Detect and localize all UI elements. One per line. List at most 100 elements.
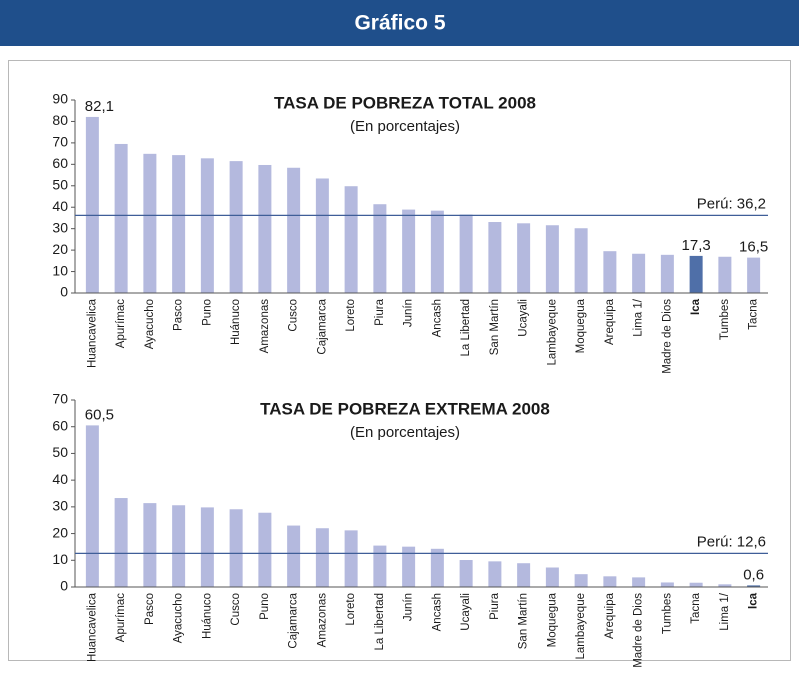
value-label: 17,3 xyxy=(682,237,711,254)
y-tick-label: 40 xyxy=(52,198,68,214)
chart-title: TASA DE POBREZA EXTREMA 2008 xyxy=(260,399,550,418)
chart-subtitle: (En porcentajes) xyxy=(350,118,460,135)
x-tick-label: San Martín xyxy=(489,299,501,355)
value-label: 82,1 xyxy=(85,98,114,115)
y-tick-label: 80 xyxy=(52,112,68,128)
x-tick-label: Loreto xyxy=(345,593,357,626)
x-tick-label: Pasco xyxy=(144,593,156,625)
bar xyxy=(747,257,761,293)
bar xyxy=(402,546,416,587)
y-tick-label: 50 xyxy=(52,444,68,460)
header-title: Gráfico 5 xyxy=(354,12,445,35)
bar xyxy=(315,528,329,587)
x-tick-label: Cajamarca xyxy=(316,298,328,354)
y-tick-label: 10 xyxy=(52,262,68,278)
bar xyxy=(718,256,732,293)
bar xyxy=(200,158,214,293)
x-tick-label: Loreto xyxy=(345,299,357,332)
x-tick-label: Madre de Dios xyxy=(661,299,673,374)
y-tick-label: 0 xyxy=(60,578,68,594)
bar xyxy=(229,509,243,587)
bar xyxy=(373,204,387,293)
bar xyxy=(172,505,186,587)
y-tick-label: 10 xyxy=(52,551,68,567)
bar xyxy=(85,425,99,587)
bar xyxy=(344,530,358,587)
bar xyxy=(603,251,617,293)
x-tick-label: Ica xyxy=(748,592,760,609)
bar xyxy=(143,153,157,293)
x-tick-label: Ayacucho xyxy=(173,593,185,643)
x-tick-label: Moquegua xyxy=(575,298,587,353)
bar xyxy=(574,228,588,293)
x-tick-label: Ucayali xyxy=(460,593,472,631)
x-tick-label: Piura xyxy=(489,592,501,619)
bar xyxy=(574,574,588,587)
bar xyxy=(287,167,301,293)
bar xyxy=(287,525,301,587)
y-tick-label: 40 xyxy=(52,471,68,487)
y-tick-label: 70 xyxy=(52,391,68,407)
y-tick-label: 60 xyxy=(52,155,68,171)
bar xyxy=(545,567,559,587)
x-tick-label: Piura xyxy=(374,298,386,325)
bar xyxy=(660,254,674,293)
bar xyxy=(258,164,272,293)
chart-title: TASA DE POBREZA TOTAL 2008 xyxy=(274,93,536,112)
bar xyxy=(344,186,358,293)
x-tick-label: Ica xyxy=(690,298,702,315)
bar xyxy=(373,545,387,587)
y-tick-label: 0 xyxy=(60,284,68,300)
y-tick-label: 50 xyxy=(52,176,68,192)
x-tick-label: Junín xyxy=(403,299,415,327)
reference-label: Perú: 36,2 xyxy=(697,195,766,212)
x-tick-label: Madre de Dios xyxy=(633,593,645,668)
x-tick-label: Lambayeque xyxy=(546,299,558,366)
bar xyxy=(488,561,502,587)
x-tick-label: Ancash xyxy=(431,593,443,631)
bar xyxy=(430,548,444,587)
x-tick-label: San Martín xyxy=(518,593,530,649)
x-tick-label: Moquegua xyxy=(546,592,558,647)
x-tick-label: Huancavelica xyxy=(86,592,98,662)
y-tick-label: 90 xyxy=(52,91,68,107)
x-tick-label: Puno xyxy=(259,593,271,620)
y-tick-label: 20 xyxy=(52,241,68,257)
x-tick-label: Arequipa xyxy=(604,298,616,345)
reference-label: Perú: 12,6 xyxy=(697,533,766,550)
bar xyxy=(114,143,128,293)
y-tick-label: 30 xyxy=(52,219,68,235)
bar xyxy=(229,161,243,293)
x-tick-label: Lambayeque xyxy=(575,593,587,660)
x-tick-label: Lima 1/ xyxy=(719,592,731,631)
bar xyxy=(545,225,559,293)
x-tick-label: Cajamarca xyxy=(288,592,300,648)
x-tick-label: Ayacucho xyxy=(144,299,156,349)
bar xyxy=(660,582,674,587)
bar xyxy=(632,577,646,587)
bar xyxy=(632,253,646,293)
bar xyxy=(603,576,617,587)
x-tick-label: Puno xyxy=(201,299,213,326)
bar xyxy=(143,503,157,587)
x-tick-label: Arequipa xyxy=(604,592,616,639)
bar xyxy=(517,563,531,587)
x-tick-label: La Libertad xyxy=(460,299,472,357)
bar xyxy=(689,582,703,587)
y-tick-label: 20 xyxy=(52,524,68,540)
x-tick-label: Junín xyxy=(403,593,415,621)
x-tick-label: Amazonas xyxy=(316,593,328,648)
x-tick-label: Tumbes xyxy=(661,593,673,634)
bar xyxy=(459,560,473,587)
bar xyxy=(200,507,214,587)
y-tick-label: 70 xyxy=(52,134,68,150)
bar xyxy=(85,116,99,294)
y-tick-label: 60 xyxy=(52,417,68,433)
header-band xyxy=(0,0,799,46)
x-tick-label: Apurímac xyxy=(115,593,127,642)
bar xyxy=(114,498,128,587)
y-tick-label: 30 xyxy=(52,498,68,514)
bar xyxy=(517,223,531,293)
bar xyxy=(258,512,272,587)
